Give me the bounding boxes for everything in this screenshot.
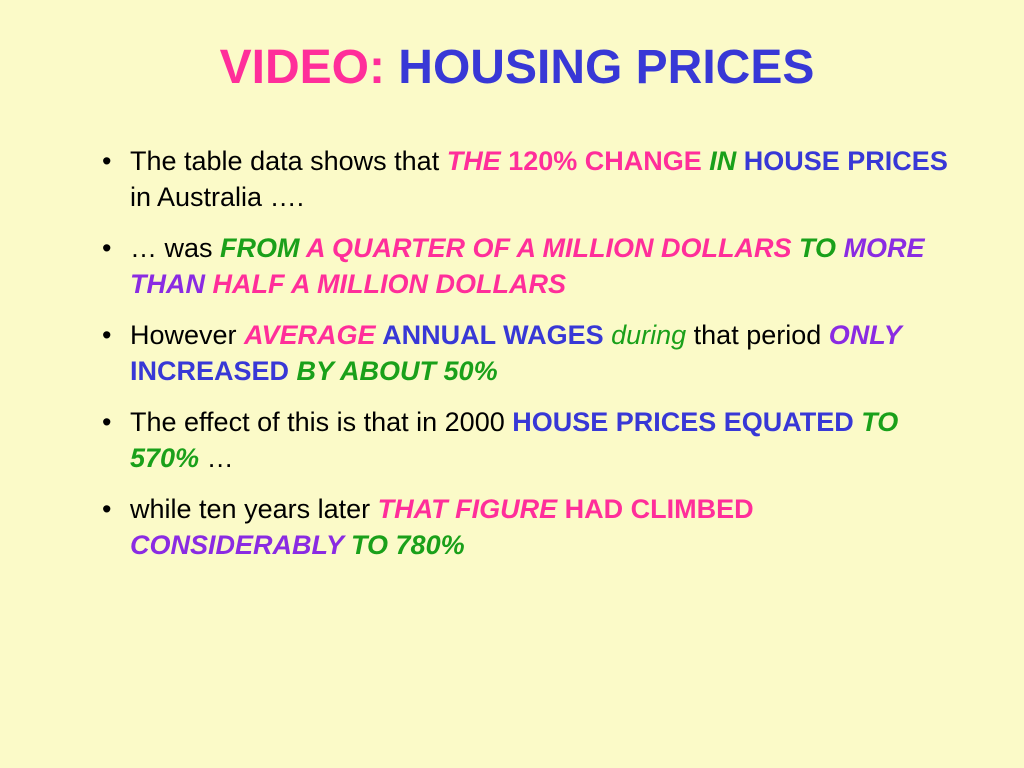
bullet-item: The table data shows that THE 120% CHANG… <box>102 143 964 216</box>
text-run: CONSIDERABLY <box>130 530 344 560</box>
bullet-item: … was FROM A QUARTER OF A MILLION DOLLAR… <box>102 230 964 303</box>
slide: VIDEO: HOUSING PRICES The table data sho… <box>0 0 1024 768</box>
text-run: while ten years later <box>130 494 378 524</box>
text-run: HOUSE PRICES EQUATED <box>512 407 861 437</box>
text-run: ONLY <box>829 320 902 350</box>
text-run: FROM <box>220 233 299 263</box>
text-run: The effect of this is that in 2000 <box>130 407 512 437</box>
title-part-video: VIDEO: <box>220 41 385 94</box>
text-run: AVERAGE <box>244 320 376 350</box>
text-run: HOUSE PRICES <box>736 146 948 176</box>
text-run: in Australia …. <box>130 182 304 212</box>
text-run: A QUARTER OF A MILLION DOLLARS <box>300 233 799 263</box>
text-run: ANNUAL WAGES <box>376 320 612 350</box>
text-run: IN <box>709 146 736 176</box>
text-run: THE <box>447 146 501 176</box>
text-run: The table data shows that <box>130 146 447 176</box>
title-part-rest: HOUSING PRICES <box>385 41 814 94</box>
text-run: INCREASED <box>130 356 297 386</box>
text-run: However <box>130 320 244 350</box>
text-run: TO 780% <box>344 530 465 560</box>
text-run: that period <box>686 320 829 350</box>
text-run: during <box>611 320 686 350</box>
text-run: BY ABOUT 50% <box>297 356 498 386</box>
bullet-item: while ten years later THAT FIGURE HAD CL… <box>102 491 964 564</box>
text-run: HAD CLIMBED <box>557 494 754 524</box>
text-run: … was <box>130 233 220 263</box>
text-run: HALF A MILLION DOLLARS <box>205 269 566 299</box>
bullet-item: The effect of this is that in 2000 HOUSE… <box>102 404 964 477</box>
bullet-list: The table data shows that THE 120% CHANG… <box>70 143 964 563</box>
text-run: 120% CHANGE <box>501 146 710 176</box>
text-run: TO <box>799 233 836 263</box>
bullet-item: However AVERAGE ANNUAL WAGES during that… <box>102 317 964 390</box>
slide-title: VIDEO: HOUSING PRICES <box>70 40 964 95</box>
text-run: THAT FIGURE <box>378 494 557 524</box>
text-run: … <box>199 443 234 473</box>
